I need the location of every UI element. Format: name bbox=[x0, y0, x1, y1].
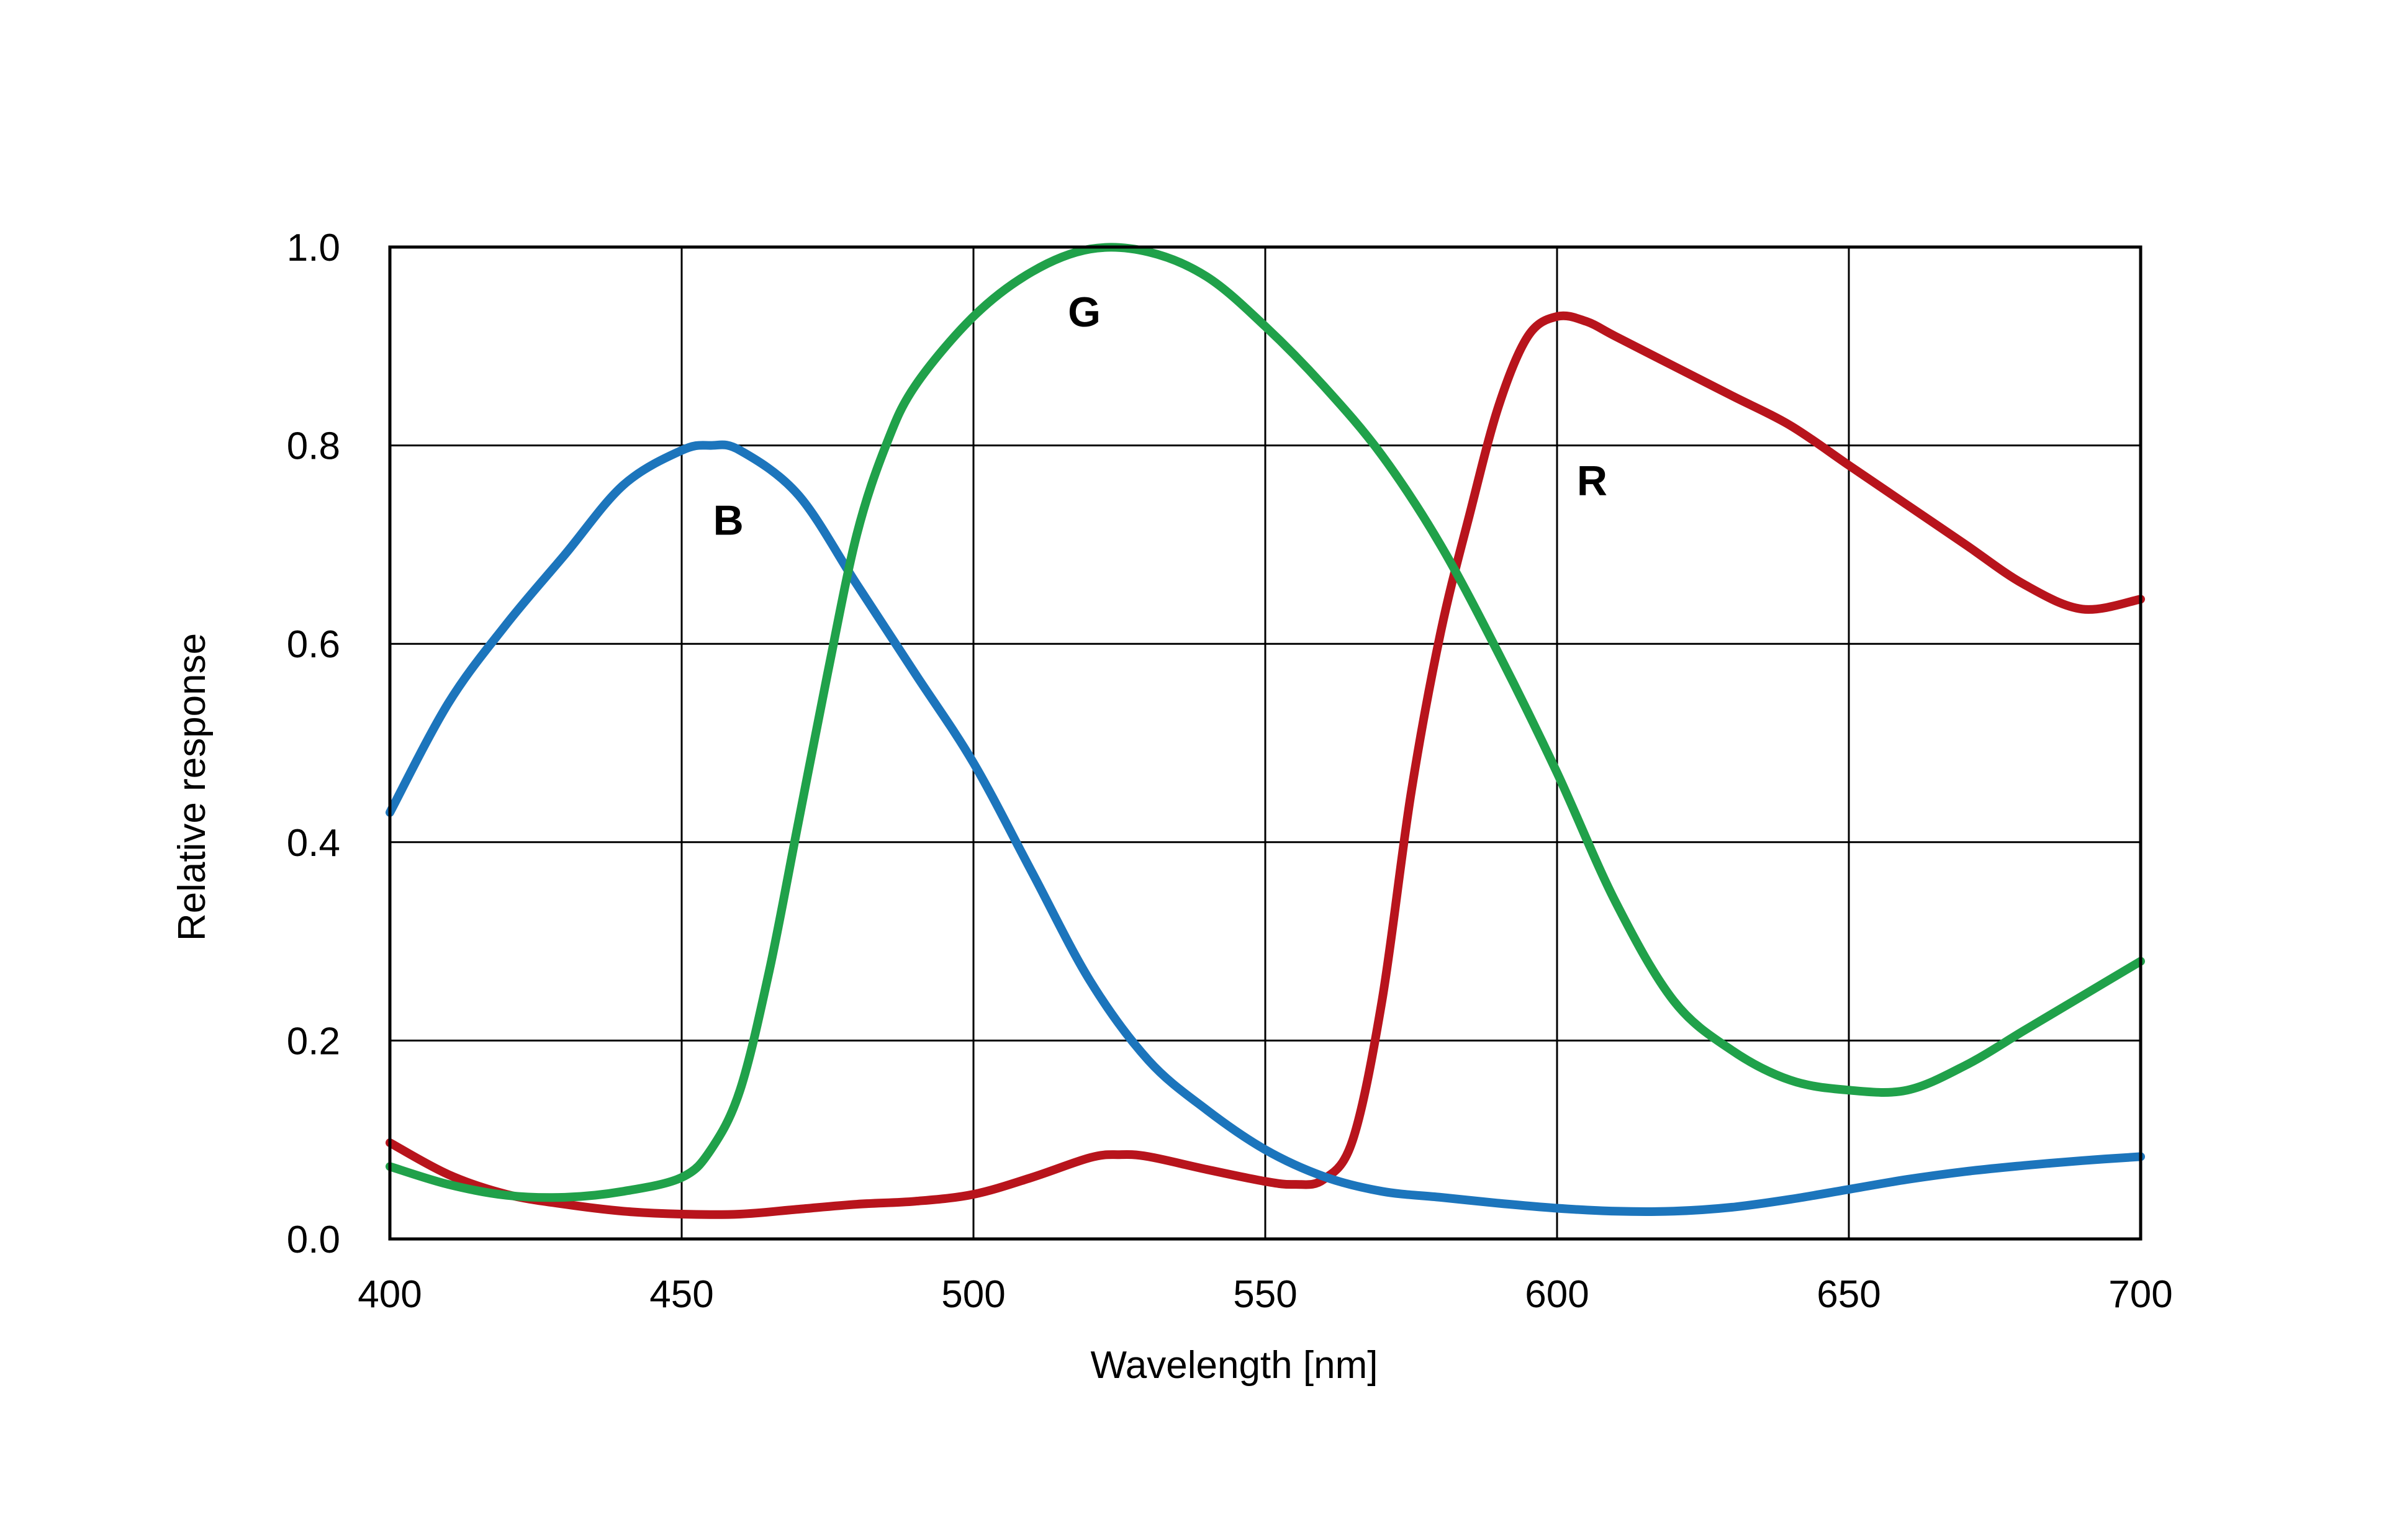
y-tick-label: 0.8 bbox=[287, 425, 340, 468]
y-axis-title: Relative response bbox=[171, 633, 214, 941]
x-tick-label: 600 bbox=[1525, 1273, 1589, 1316]
y-tick-label: 0.4 bbox=[287, 822, 340, 865]
series-line-g bbox=[386, 243, 2145, 1202]
x-tick-label: 450 bbox=[649, 1273, 713, 1316]
series-label-g: G bbox=[1068, 289, 1101, 336]
series-line-b bbox=[386, 440, 2145, 1216]
tick-labels: 400 450 500 550 600 650 700 0.0 0.2 0.4 0.6 0.8 1.0 bbox=[287, 227, 2173, 1316]
x-tick-label: 650 bbox=[1817, 1273, 1881, 1316]
x-tick-label: 700 bbox=[2108, 1273, 2172, 1316]
y-tick-label: 0.6 bbox=[287, 623, 340, 666]
x-tick-label: 500 bbox=[941, 1273, 1005, 1316]
y-tick-label: 0.2 bbox=[287, 1020, 340, 1063]
series-label-b: B bbox=[713, 497, 744, 544]
grid bbox=[390, 247, 2141, 1239]
y-tick-label: 1.0 bbox=[287, 227, 340, 269]
x-axis-title: Wavelength [nm] bbox=[1091, 1344, 1378, 1387]
plot-frame bbox=[388, 245, 2142, 1241]
series-line-r bbox=[386, 311, 2145, 1219]
plot-area-border bbox=[388, 245, 2142, 1241]
x-tick-label: 550 bbox=[1233, 1273, 1297, 1316]
y-tick-label: 0.0 bbox=[287, 1218, 340, 1261]
series-lines bbox=[386, 243, 2145, 1219]
x-tick-label: 400 bbox=[358, 1273, 422, 1316]
series-labels: B G R bbox=[713, 289, 1607, 544]
series-label-r: R bbox=[1577, 457, 1607, 505]
